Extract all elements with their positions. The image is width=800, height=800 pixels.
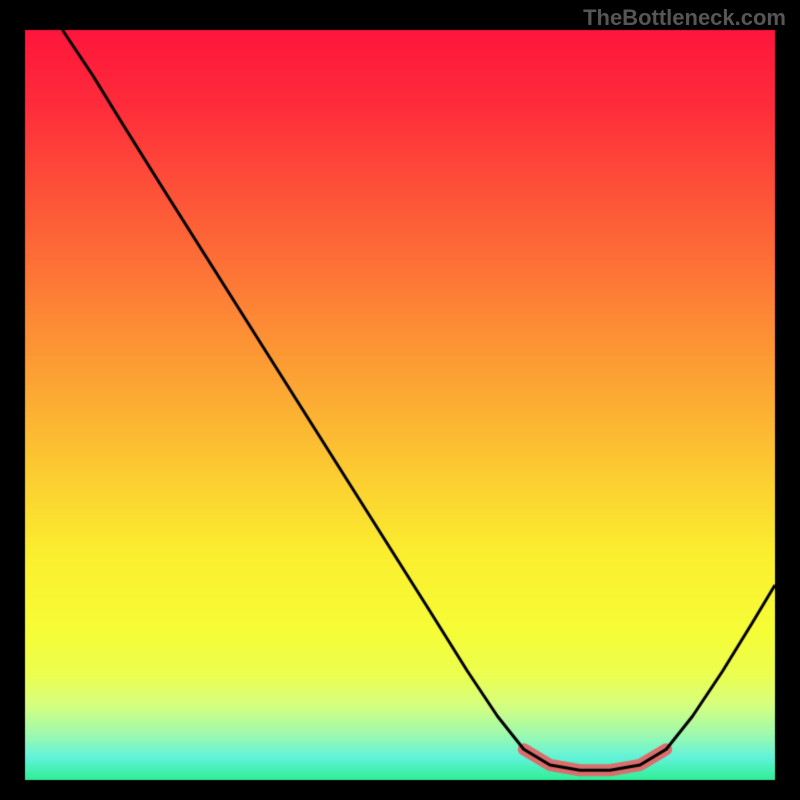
bottleneck-gradient-chart xyxy=(0,0,800,800)
watermark-text: TheBottleneck.com xyxy=(583,5,786,31)
chart-container: TheBottleneck.com xyxy=(0,0,800,800)
